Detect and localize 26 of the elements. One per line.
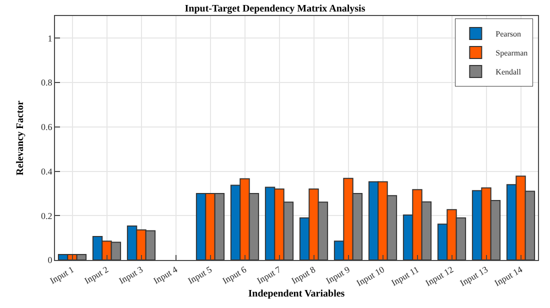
- chart-title: Input-Target Dependency Matrix Analysis: [184, 4, 366, 15]
- y-tick-label: 0.6: [40, 122, 53, 132]
- x-tick-label: Input 8: [290, 264, 318, 286]
- y-tick-label: 0.8: [40, 78, 53, 88]
- x-tick-label: Input 4: [152, 264, 180, 286]
- x-tick-label: Input 11: [390, 264, 420, 288]
- y-tick-label: 0.2: [40, 210, 52, 221]
- x-tick-label: Input 5: [186, 264, 214, 286]
- legend-label: Kendall: [496, 68, 522, 77]
- x-axis-title: Independent Variables: [248, 288, 345, 300]
- legend-label: Pearson: [496, 30, 521, 39]
- y-tick-label: 0: [48, 255, 53, 266]
- x-tick-label: Input 6: [220, 264, 248, 286]
- legend-label: Spearman: [496, 48, 528, 58]
- x-tick-label: Input 10: [354, 264, 386, 288]
- x-tick-label: Input 1: [48, 264, 76, 286]
- y-tick-label: 1: [48, 33, 52, 44]
- x-tick-label: Input 9: [324, 264, 352, 286]
- x-tick-label: Input 3: [117, 264, 145, 286]
- x-tick-label: Input 13: [458, 264, 490, 288]
- x-tick-label: Input 12: [424, 264, 455, 288]
- x-tick-label: Input 14: [492, 264, 524, 288]
- x-tick-label: Input 7: [255, 264, 283, 286]
- y-tick-label: 0.4: [40, 166, 53, 176]
- y-axis-title: Relevancy Factor: [14, 100, 26, 176]
- x-tick-label: Input 2: [82, 264, 110, 286]
